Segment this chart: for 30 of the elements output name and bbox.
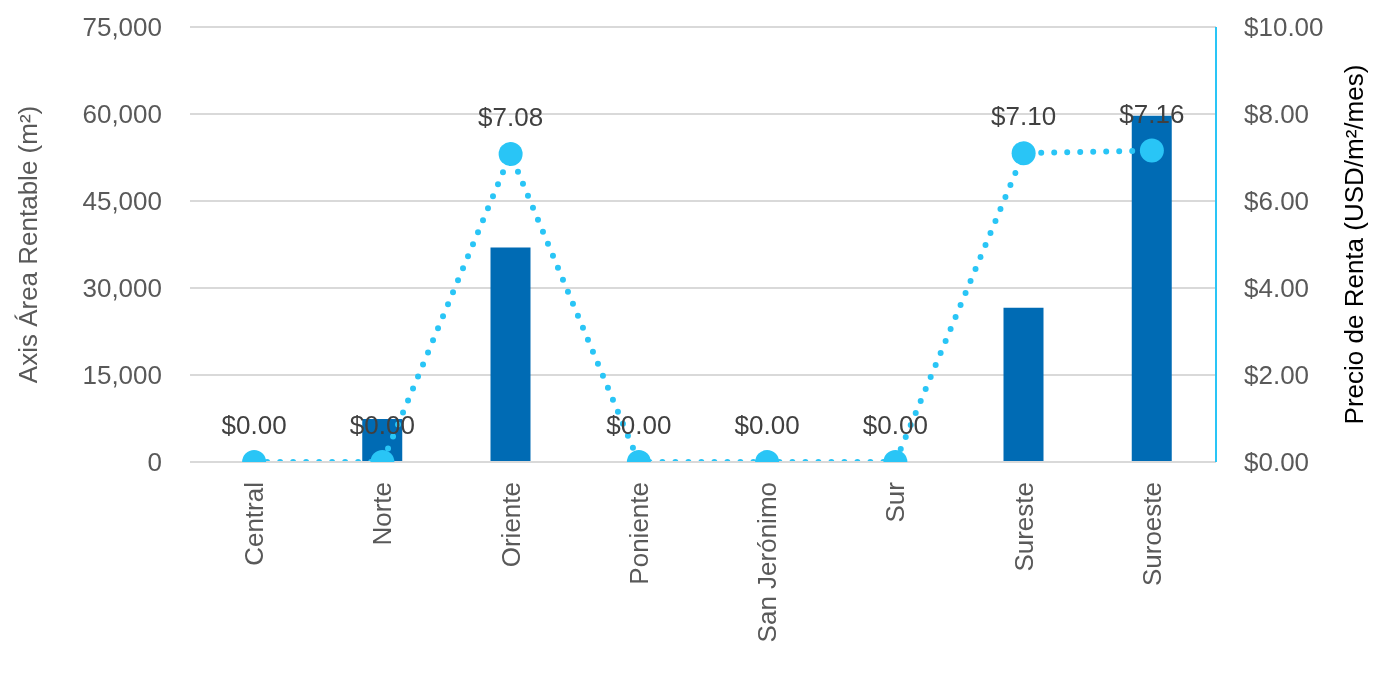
data-label: $0.00 — [862, 410, 928, 440]
x-tick-label: Suroeste — [1136, 482, 1167, 587]
y2-tick-label: $8.00 — [1244, 99, 1310, 130]
x-tick-label: Central — [239, 482, 270, 566]
x-tick-label: San Jerónimo — [752, 482, 783, 643]
y2-tick-label: $2.00 — [1244, 360, 1310, 391]
y-tick-label: 75,000 — [82, 12, 162, 43]
x-tick-label: Sureste — [1008, 482, 1039, 572]
y2-tick-label: $4.00 — [1244, 273, 1310, 304]
bar — [490, 247, 531, 462]
x-tick-label: Poniente — [623, 482, 654, 585]
y-tick-label: 45,000 — [82, 186, 162, 217]
y2-tick-label: $0.00 — [1244, 447, 1310, 478]
y-tick-label: 60,000 — [82, 99, 162, 130]
y-tick-label: 30,000 — [82, 273, 162, 304]
y2-axis-title: Precio de Renta (USD/m²/mes) — [1339, 64, 1370, 425]
x-tick-label: Norte — [367, 482, 398, 546]
x-tick-label: Oriente — [495, 482, 526, 568]
data-label: $0.00 — [606, 410, 672, 440]
data-label: $7.08 — [478, 102, 544, 133]
data-label: $7.10 — [991, 101, 1057, 132]
data-label: $0.00 — [734, 410, 800, 440]
y2-tick-label: $10.00 — [1244, 12, 1324, 43]
y-tick-label: 15,000 — [82, 360, 162, 391]
data-label: $0.00 — [221, 410, 287, 440]
y2-tick-label: $6.00 — [1244, 186, 1310, 217]
x-tick-label: Sur — [880, 481, 911, 523]
y-tick-label: 0 — [147, 447, 162, 478]
bar — [1003, 307, 1044, 462]
y-axis-title: Axis Área Rentable (m²) — [13, 105, 44, 384]
